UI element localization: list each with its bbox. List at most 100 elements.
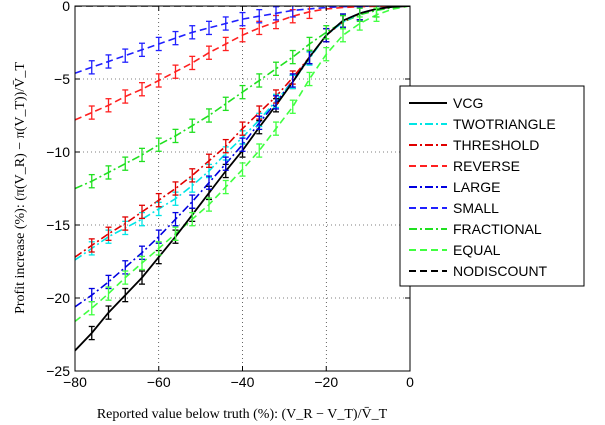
legend-item-vcg: VCG bbox=[409, 95, 483, 111]
error-bar-equal bbox=[273, 121, 279, 136]
error-bar-large bbox=[273, 95, 279, 110]
error-bar-equal bbox=[239, 162, 246, 177]
error-bar-small bbox=[206, 20, 212, 36]
error-bar-reverse bbox=[206, 45, 212, 60]
legend-label: REVERSE bbox=[453, 158, 520, 174]
y-tick-label: −10 bbox=[46, 144, 70, 160]
legend-item-reverse: REVERSE bbox=[409, 158, 520, 174]
error-bar-fractional bbox=[222, 96, 229, 112]
error-bar-reverse bbox=[222, 36, 229, 52]
error-bar-large bbox=[206, 175, 212, 190]
axis-tick-labels: −80 −60 −40 −20 0 −25 −20 −15 −10 −5 0 bbox=[46, 0, 414, 390]
legend-item-equal: EQUAL bbox=[409, 242, 501, 258]
error-bar-small bbox=[222, 16, 229, 31]
error-bar-reverse bbox=[88, 105, 95, 120]
error-bar-threshold bbox=[222, 138, 229, 154]
legend-label: EQUAL bbox=[453, 242, 501, 258]
error-bar-equal bbox=[88, 300, 95, 316]
error-bar-small bbox=[139, 42, 145, 58]
error-bar-fractional bbox=[189, 118, 196, 133]
y-tick-label: −5 bbox=[54, 71, 70, 87]
error-bar-reverse bbox=[155, 73, 162, 88]
error-bar-threshold bbox=[105, 226, 112, 241]
x-tick-label: −40 bbox=[231, 374, 255, 390]
error-bar-large bbox=[239, 137, 246, 152]
legend: VCG TWOTRIANGLE THRESHOLD REVERSE LARGE SMALL… bbox=[399, 85, 585, 287]
x-tick-label: −80 bbox=[63, 374, 87, 390]
error-bar-fractional bbox=[256, 73, 263, 88]
error-bar-equal bbox=[189, 211, 196, 227]
error-bar-large bbox=[172, 211, 179, 227]
error-bar-reverse bbox=[105, 98, 112, 113]
errorbar-layer bbox=[88, 6, 380, 341]
error-bar-fractional bbox=[323, 25, 330, 40]
error-bar-reverse bbox=[139, 82, 145, 97]
error-bar-small bbox=[105, 54, 112, 69]
error-bar-vcg bbox=[122, 287, 129, 303]
error-bar-equal bbox=[206, 197, 212, 212]
x-tick-label: −20 bbox=[314, 374, 338, 390]
error-bar-small bbox=[155, 36, 162, 52]
error-bar-equal bbox=[323, 46, 330, 62]
x-tick-label: 0 bbox=[406, 374, 414, 390]
error-bar-equal bbox=[105, 286, 112, 301]
error-bar-small bbox=[256, 8, 263, 24]
error-bar-fractional bbox=[206, 108, 212, 123]
legend-items: VCG TWOTRIANGLE THRESHOLD REVERSE LARGE SMALL… bbox=[409, 95, 556, 279]
error-bar-large bbox=[222, 156, 229, 171]
error-bar-threshold bbox=[206, 153, 212, 168]
error-bar-small bbox=[273, 6, 279, 21]
x-tick-label: −60 bbox=[147, 374, 171, 390]
error-bar-equal bbox=[139, 255, 145, 271]
error-bar-equal bbox=[155, 241, 162, 256]
error-bar-fractional bbox=[306, 36, 313, 52]
error-bar-threshold bbox=[239, 121, 246, 136]
grid bbox=[75, 6, 410, 371]
legend-label: FRACTIONAL bbox=[453, 221, 542, 237]
error-bar-threshold bbox=[189, 168, 196, 183]
error-bar-equal bbox=[256, 143, 263, 158]
error-bar-reverse bbox=[122, 89, 129, 104]
error-bar-fractional bbox=[105, 165, 112, 180]
error-bar-large bbox=[256, 115, 263, 131]
error-bar-fractional bbox=[139, 147, 145, 163]
error-bar-small bbox=[189, 25, 196, 40]
error-bar-equal bbox=[172, 226, 179, 241]
error-bar-fractional bbox=[155, 137, 162, 152]
legend-label: TWOTRIANGLE bbox=[453, 116, 556, 132]
legend-label: THRESHOLD bbox=[453, 137, 539, 153]
legend-item-nodiscount: NODISCOUNT bbox=[409, 263, 548, 279]
error-bar-threshold bbox=[122, 216, 129, 231]
error-bar-reverse bbox=[306, 6, 313, 20]
error-bar-threshold bbox=[172, 181, 179, 196]
error-bar-threshold bbox=[139, 204, 145, 220]
error-bar-threshold bbox=[88, 238, 95, 253]
legend-item-threshold: THRESHOLD bbox=[409, 137, 539, 153]
error-bar-fractional bbox=[239, 84, 246, 100]
error-bar-equal bbox=[340, 27, 346, 43]
error-bar-small bbox=[122, 48, 129, 63]
error-bar-fractional bbox=[88, 173, 95, 189]
error-bar-fractional bbox=[172, 128, 179, 144]
legend-item-twotriangle: TWOTRIANGLE bbox=[409, 116, 556, 132]
legend-item-small: SMALL bbox=[409, 200, 499, 216]
y-tick-label: 0 bbox=[62, 0, 70, 14]
y-tick-label: −15 bbox=[46, 217, 70, 233]
error-bar-reverse bbox=[172, 64, 179, 79]
error-bar-large bbox=[289, 73, 296, 88]
y-tick-label: −20 bbox=[46, 290, 70, 306]
error-bar-vcg bbox=[88, 325, 95, 341]
error-bar-equal bbox=[222, 179, 229, 195]
error-bar-fractional bbox=[122, 156, 129, 171]
legend-label: NODISCOUNT bbox=[453, 263, 548, 279]
y-tick-label: −25 bbox=[46, 363, 70, 379]
error-bar-vcg bbox=[139, 270, 145, 285]
legend-label: VCG bbox=[453, 95, 483, 111]
x-axis-title: Reported value below truth (%): (V_R − V… bbox=[97, 406, 388, 422]
error-bar-threshold bbox=[155, 192, 162, 208]
error-bar-equal bbox=[306, 71, 313, 87]
y-axis-title: Profit increase (%): (π(V_R) − π(V_T))/V… bbox=[12, 62, 28, 314]
error-bar-vcg bbox=[105, 305, 112, 320]
error-bar-small bbox=[239, 11, 246, 27]
